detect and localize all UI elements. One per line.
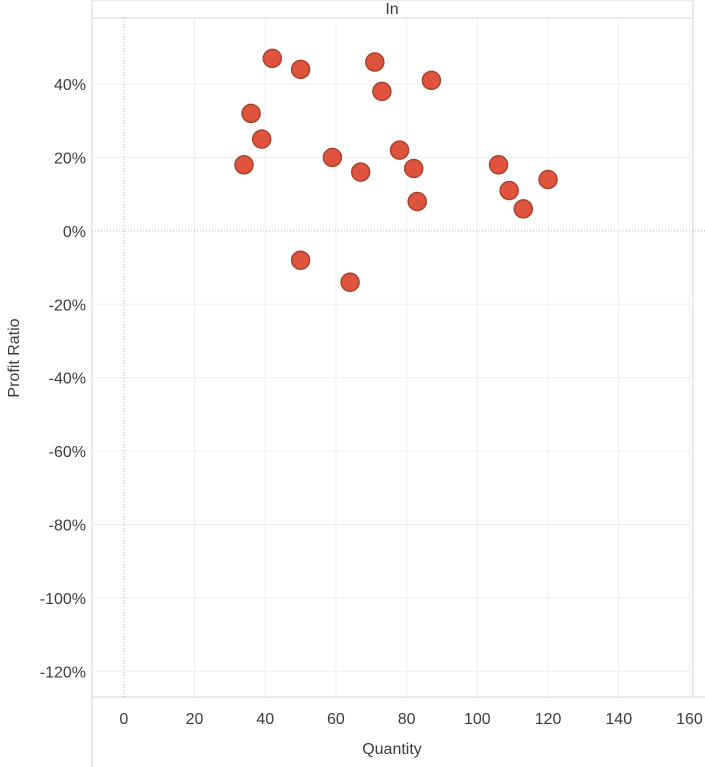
y-axis-title: Profit Ratio [6, 318, 23, 397]
x-tick-label: 80 [398, 711, 416, 728]
x-axis-title: Quantity [362, 741, 422, 758]
data-point[interactable] [421, 70, 442, 91]
zero-lines [92, 18, 705, 697]
x-axis-ticks: 0 20 40 60 80 100 120 140 160 [119, 711, 703, 728]
data-point[interactable] [499, 180, 519, 201]
y-tick-label: -60% [49, 444, 86, 461]
data-point[interactable] [488, 155, 509, 175]
data-point[interactable] [389, 140, 410, 160]
y-tick-label: 20% [54, 150, 86, 167]
x-tick-label: 120 [535, 711, 562, 728]
y-tick-label: 40% [54, 77, 86, 94]
data-point[interactable] [403, 158, 424, 179]
data-point[interactable] [350, 162, 371, 182]
x-tick-label: 20 [186, 711, 204, 728]
y-tick-label: -120% [40, 664, 86, 681]
x-tick-label: 60 [327, 711, 345, 728]
data-point[interactable] [538, 169, 558, 190]
y-axis-ticks: 40% 20% 0% -20% -40% -60% -80% -100% -120% [40, 77, 86, 681]
y-tick-label: -20% [49, 297, 86, 314]
data-point[interactable] [234, 155, 254, 175]
data-point[interactable] [365, 52, 385, 72]
data-point[interactable] [513, 199, 534, 219]
x-tick-label: 40 [256, 711, 274, 728]
data-point[interactable] [290, 59, 311, 80]
x-tick-label: 0 [119, 711, 128, 728]
data-point[interactable] [241, 103, 261, 124]
y-tick-label: 0% [63, 224, 86, 241]
data-points [234, 48, 558, 293]
y-tick-label: -100% [40, 591, 86, 608]
panel-label: In [385, 1, 398, 18]
data-point[interactable] [372, 81, 392, 102]
data-point[interactable] [262, 48, 283, 69]
x-tick-label: 100 [464, 711, 491, 728]
data-point[interactable] [407, 191, 427, 212]
data-point[interactable] [251, 129, 272, 149]
x-tick-label: 140 [605, 711, 632, 728]
x-tick-label: 160 [676, 711, 703, 728]
y-tick-label: -40% [49, 371, 86, 388]
grid [92, 18, 693, 697]
y-tick-label: -80% [49, 517, 86, 534]
data-point[interactable] [322, 147, 343, 168]
data-point[interactable] [290, 250, 311, 270]
data-point[interactable] [340, 272, 360, 293]
